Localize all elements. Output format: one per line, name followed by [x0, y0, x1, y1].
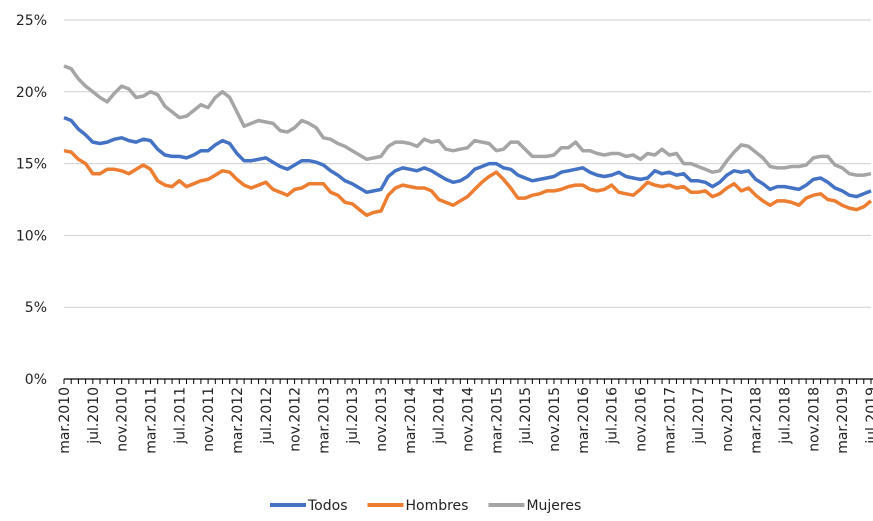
series-line	[63, 148, 873, 218]
x-tick-label: jul.2010	[86, 387, 102, 445]
x-tick-label: mar.2015	[489, 387, 505, 454]
y-tick-label: 20%	[16, 85, 47, 101]
series-line	[63, 115, 872, 199]
series-line	[63, 64, 872, 177]
x-tick-label: jul.2016	[605, 387, 621, 445]
y-tick-label: 15%	[16, 157, 47, 173]
x-tick-label: nov.2018	[806, 387, 822, 452]
x-tick-label: nov.2015	[547, 387, 563, 452]
x-tick-label: mar.2016	[576, 387, 592, 454]
x-tick-label: nov.2016	[633, 387, 649, 452]
x-tick-label: jul.2015	[518, 387, 534, 445]
x-tick-label: jul.2013	[345, 387, 361, 445]
x-tick-label: mar.2013	[316, 387, 332, 454]
x-tick-label: mar.2018	[749, 387, 765, 454]
x-tick-label: mar.2017	[662, 387, 678, 454]
x-tick-label: jul.2011	[172, 387, 188, 445]
x-tick-label: nov.2013	[374, 387, 390, 452]
x-tick-label: mar.2014	[403, 387, 419, 454]
x-tick-label: jul.2019	[864, 387, 873, 445]
x-tick-label: jul.2014	[432, 387, 448, 445]
x-tick-label: nov.2012	[288, 387, 304, 452]
x-tick-label: nov.2010	[115, 387, 131, 452]
x-tick-label: jul.2012	[259, 387, 275, 445]
x-tick-label: mar.2019	[835, 387, 851, 454]
x-tick-label: jul.2018	[778, 387, 794, 445]
legend-label: Mujeres	[526, 498, 581, 514]
y-tick-label: 5%	[25, 300, 47, 316]
legend-label: Todos	[307, 498, 347, 514]
x-tick-label: jul.2017	[691, 387, 707, 445]
x-tick-label: mar.2011	[143, 387, 159, 454]
y-tick-label: 0%	[25, 372, 47, 388]
x-tick-label: mar.2010	[57, 387, 73, 454]
x-tick-label: nov.2014	[461, 387, 477, 452]
x-tick-label: nov.2017	[720, 387, 736, 452]
y-tick-label: 10%	[16, 228, 47, 244]
x-tick-label: mar.2012	[230, 387, 246, 454]
x-tick-label: nov.2011	[201, 387, 217, 452]
legend-label: Hombres	[405, 498, 468, 514]
y-tick-label: 25%	[16, 13, 47, 29]
